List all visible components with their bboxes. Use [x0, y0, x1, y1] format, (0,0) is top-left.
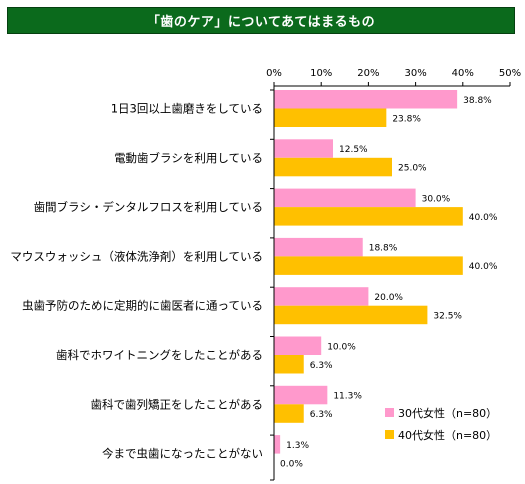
x-tick-label: 20% [357, 68, 379, 79]
data-label: 10.0% [327, 342, 356, 352]
category-label: 今まで虫歯になったことがない [102, 447, 263, 461]
bar-series-1 [274, 385, 328, 405]
bar-series-1 [274, 188, 416, 208]
bar-series-2 [274, 207, 463, 226]
x-tick-label: 50% [499, 68, 521, 79]
x-axis-ticks: 0% 10% 20% 30% 40% 50% [266, 68, 521, 79]
chart-title: 「歯のケア」についてあてはまるもの [146, 15, 376, 30]
bar-series-1 [274, 237, 363, 257]
data-label: 12.5% [339, 145, 368, 155]
category-label: 1日3回以上歯磨きをしている [111, 102, 263, 116]
y-axis [270, 82, 511, 481]
data-label: 1.3% [286, 441, 309, 451]
bar-series-2 [274, 305, 428, 325]
category-label: 歯科でホワイトニングをしたことがある [56, 348, 263, 362]
category-label: 虫歯予防のために定期的に歯医者に通っている [22, 299, 263, 313]
bar-series-1 [274, 90, 458, 109]
data-label: 40.0% [469, 262, 498, 272]
data-label: 38.8% [463, 96, 492, 106]
x-tick-label: 10% [310, 68, 332, 79]
bar-series-1 [274, 139, 333, 158]
category-label: 歯間ブラシ・デンタルフロスを利用している [34, 200, 263, 214]
data-label: 18.8% [369, 244, 398, 254]
x-tick-label: 0% [266, 68, 282, 79]
category-label: マウスウォッシュ（液体洗浄剤）を利用している [10, 249, 263, 263]
data-label: 0.0% [280, 459, 303, 469]
x-tick-label: 40% [452, 68, 474, 79]
chart-title-bar: 「歯のケア」についてあてはまるもの [7, 7, 515, 34]
legend-label: 40代女性（n=80） [398, 428, 497, 442]
bar-series-2 [274, 256, 463, 275]
category-label: 電動歯ブラシを利用している [114, 151, 263, 165]
category-labels: 1日3回以上歯磨きをしている電動歯ブラシを利用している歯間ブラシ・デンタルフロス… [10, 102, 263, 461]
legend-swatch [385, 430, 394, 439]
data-label: 30.0% [422, 194, 451, 204]
legend-label: 30代女性（n=80） [398, 406, 497, 420]
category-label: 歯科で歯列矯正をしたことがある [91, 397, 264, 411]
bar-series-2 [274, 404, 304, 423]
data-label: 23.8% [392, 114, 421, 124]
legend-swatch [385, 408, 394, 417]
data-label: 40.0% [469, 213, 498, 223]
bar-series-1 [274, 287, 369, 306]
data-label: 6.3% [310, 361, 333, 371]
data-label: 6.3% [310, 410, 333, 420]
data-label: 20.0% [374, 293, 403, 303]
bar-series-1 [274, 336, 322, 355]
data-label: 25.0% [398, 164, 427, 174]
bar-series-1 [274, 435, 281, 454]
x-tick-label: 30% [404, 68, 426, 79]
data-label: 32.5% [433, 311, 462, 321]
bar-series-2 [274, 108, 387, 127]
data-label: 11.3% [333, 392, 362, 402]
bar-series-2 [274, 157, 392, 177]
legend: 30代女性（n=80） 40代女性（n=80） [385, 406, 497, 442]
bars: 38.8% 23.8% 12.5% 25.0% 30.0% 40.0% 18.8% 40.0%… [274, 90, 498, 469]
bar-series-2 [274, 355, 304, 374]
